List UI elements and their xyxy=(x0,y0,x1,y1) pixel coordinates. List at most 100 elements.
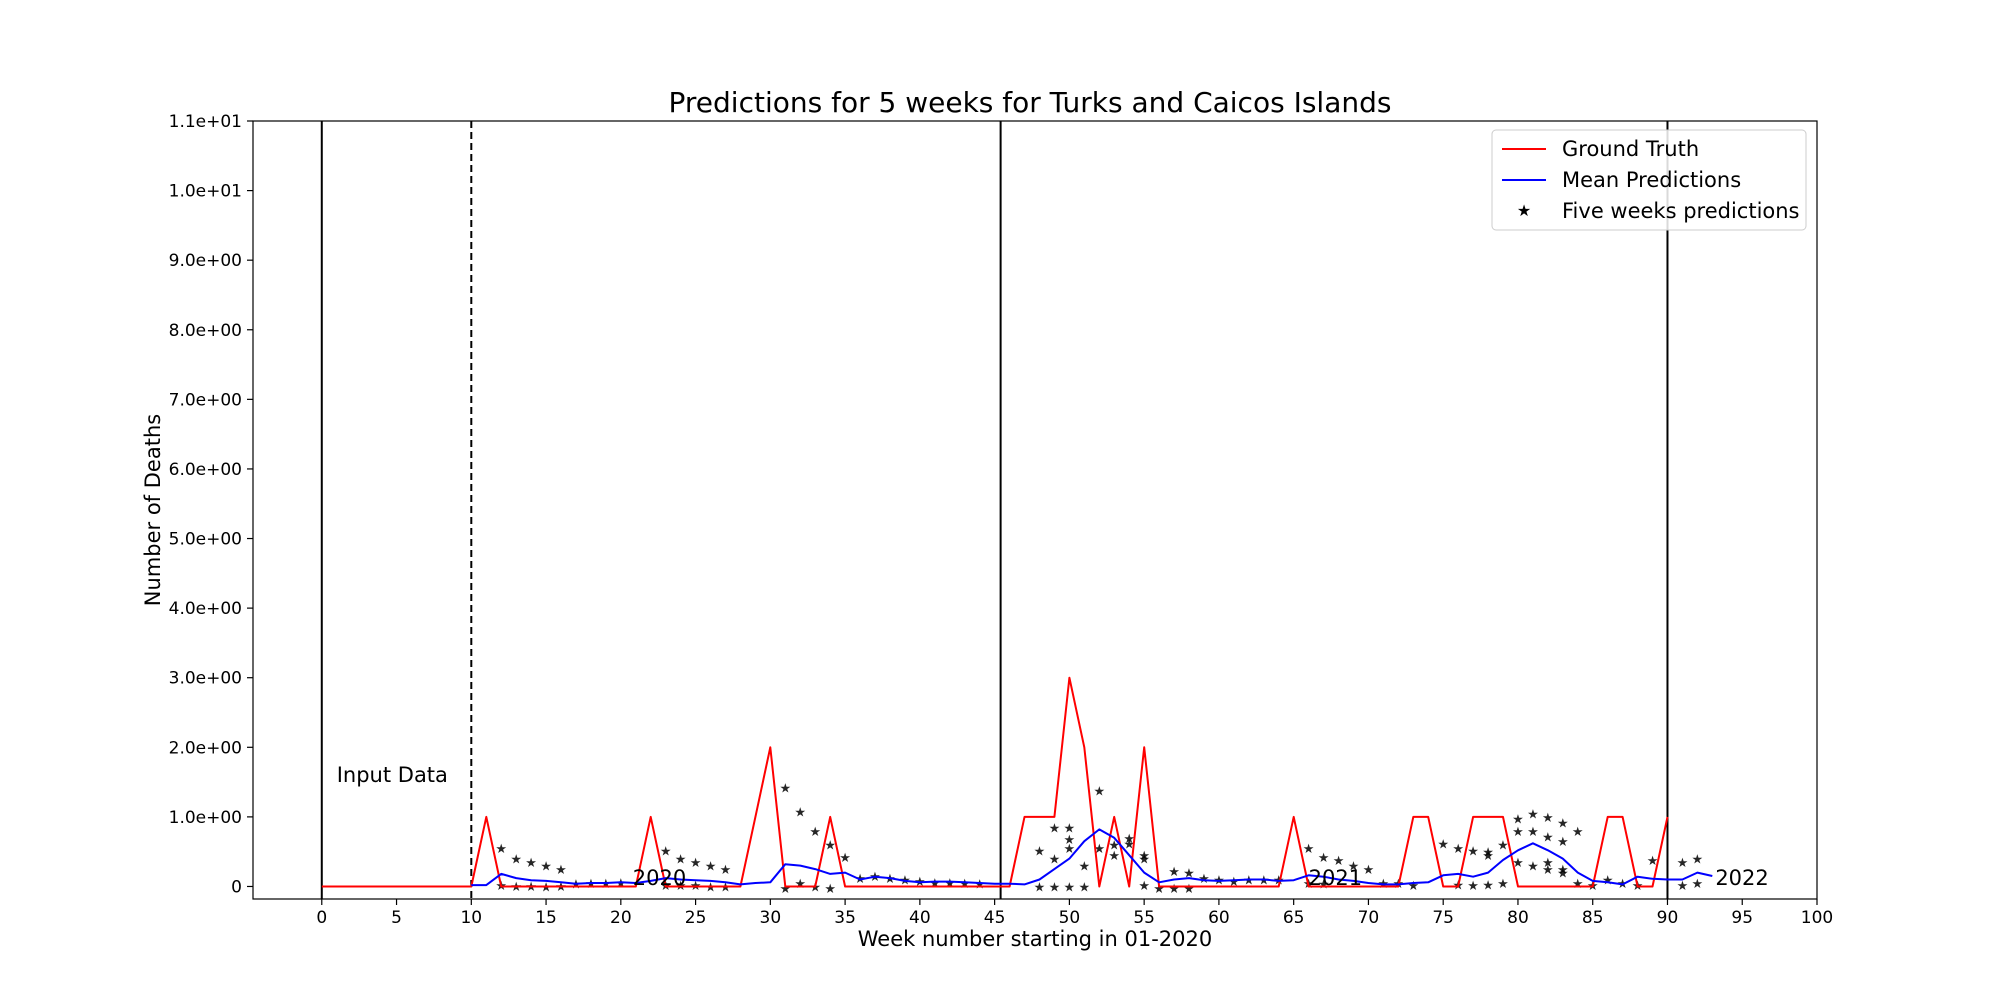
prediction-star-point: ★ xyxy=(779,782,791,797)
prediction-star-point: ★ xyxy=(660,844,672,859)
plot-frame xyxy=(252,120,1818,900)
x-tick-label: 45 xyxy=(984,908,1006,928)
y-tick-label: 1.0e+00 xyxy=(169,808,242,828)
prediction-star-point: ★ xyxy=(1093,784,1105,799)
prediction-star-point: ★ xyxy=(690,856,702,871)
prediction-star-point: ★ xyxy=(839,851,851,866)
y-axis-label: Number of Deaths xyxy=(141,414,165,606)
prediction-star-point: ★ xyxy=(1303,842,1315,857)
prediction-star-point: ★ xyxy=(1108,849,1120,864)
prediction-star-point: ★ xyxy=(1034,880,1046,895)
prediction-star-point: ★ xyxy=(1542,856,1554,871)
legend-five-weeks-star-icon: ★ xyxy=(1517,201,1531,220)
prediction-star-point: ★ xyxy=(1527,807,1539,822)
vertical-lines xyxy=(320,121,1669,899)
y-tick-label: 9.0e+00 xyxy=(169,251,242,271)
prediction-star-point: ★ xyxy=(1108,839,1120,854)
x-tick-label: 60 xyxy=(1208,908,1230,928)
prediction-star-point: ★ xyxy=(1183,882,1195,897)
prediction-star-point: ★ xyxy=(1064,880,1076,895)
prediction-star-point: ★ xyxy=(1049,880,1061,895)
prediction-star-point: ★ xyxy=(974,878,986,893)
annotation-label: Input Data xyxy=(337,763,448,787)
legend-box xyxy=(1491,129,1807,231)
prediction-star-point: ★ xyxy=(1079,860,1091,875)
y-tick-label: 4.0e+00 xyxy=(169,599,242,619)
prediction-star-point: ★ xyxy=(1542,830,1554,845)
prediction-star-point: ★ xyxy=(705,860,717,875)
prediction-star-point: ★ xyxy=(1527,860,1539,875)
prediction-star-point: ★ xyxy=(779,882,791,897)
prediction-star-point: ★ xyxy=(794,805,806,820)
prediction-star-point: ★ xyxy=(794,877,806,892)
x-tick-label: 95 xyxy=(1731,908,1753,928)
x-tick-label: 50 xyxy=(1059,908,1081,928)
legend-five-weeks-label: Five weeks predictions xyxy=(1562,199,1800,223)
prediction-star-point: ★ xyxy=(1049,853,1061,868)
prediction-star-point: ★ xyxy=(600,877,612,892)
prediction-star-point: ★ xyxy=(824,839,836,854)
prediction-star-point: ★ xyxy=(929,876,941,891)
x-tick-label: 10 xyxy=(460,908,482,928)
annotation-label: 2021 xyxy=(1309,866,1362,890)
prediction-star-point: ★ xyxy=(1602,874,1614,889)
prediction-star-point: ★ xyxy=(1318,851,1330,866)
prediction-star-point: ★ xyxy=(1692,877,1704,892)
ground-truth-line xyxy=(321,676,1669,888)
prediction-star-point: ★ xyxy=(1437,837,1449,852)
prediction-star-point: ★ xyxy=(1677,879,1689,894)
x-tick-label: 90 xyxy=(1657,908,1679,928)
prediction-star-point: ★ xyxy=(1692,853,1704,868)
y-tick-label: 6.0e+00 xyxy=(169,460,242,480)
prediction-star-point: ★ xyxy=(1064,821,1076,836)
prediction-star-point: ★ xyxy=(809,825,821,840)
x-tick-label: 40 xyxy=(909,908,931,928)
prediction-star-point: ★ xyxy=(1557,863,1569,878)
x-tick-label: 70 xyxy=(1358,908,1380,928)
prediction-star-point: ★ xyxy=(1243,874,1255,889)
chart-title: Predictions for 5 weeks for Turks and Ca… xyxy=(669,86,1392,119)
prediction-star-point: ★ xyxy=(1527,825,1539,840)
prediction-star-point: ★ xyxy=(540,880,552,895)
prediction-star-point: ★ xyxy=(1168,882,1180,897)
x-axis-label: Week number starting in 01-2020 xyxy=(858,927,1212,951)
prediction-star-point: ★ xyxy=(1333,854,1345,869)
prediction-star-point: ★ xyxy=(1153,882,1165,897)
x-tick-label: 30 xyxy=(760,908,782,928)
prediction-star-point: ★ xyxy=(1497,877,1509,892)
x-tick-label: 5 xyxy=(391,908,402,928)
prediction-star-point: ★ xyxy=(1168,865,1180,880)
y-tick-label: 2.0e+00 xyxy=(169,738,242,758)
prediction-star-point: ★ xyxy=(1407,879,1419,894)
prediction-star-point: ★ xyxy=(884,872,896,887)
x-tick-label: 55 xyxy=(1133,908,1155,928)
prediction-star-point: ★ xyxy=(1572,825,1584,840)
prediction-star-point: ★ xyxy=(1482,849,1494,864)
annotation-label: 2022 xyxy=(1715,866,1768,890)
prediction-star-point: ★ xyxy=(1138,879,1150,894)
x-tick-label: 80 xyxy=(1507,908,1529,928)
annotation-label: 2020 xyxy=(633,866,686,890)
prediction-star-point: ★ xyxy=(525,856,537,871)
prediction-star-point: ★ xyxy=(809,880,821,895)
prediction-star-point: ★ xyxy=(1542,863,1554,878)
legend-mean-predictions-label: Mean Predictions xyxy=(1562,168,1741,192)
legend: Ground Truth Mean Predictions ★ Five wee… xyxy=(1491,129,1807,231)
prediction-star-point: ★ xyxy=(1482,878,1494,893)
prediction-star-point: ★ xyxy=(1138,853,1150,868)
prediction-star-point: ★ xyxy=(1079,880,1091,895)
prediction-star-point: ★ xyxy=(1034,844,1046,859)
x-tick-label: 65 xyxy=(1283,908,1305,928)
prediction-star-point: ★ xyxy=(1557,816,1569,831)
prediction-star-point: ★ xyxy=(1123,837,1135,852)
prediction-star-point: ★ xyxy=(1183,867,1195,882)
prediction-star-point: ★ xyxy=(1258,874,1270,889)
prediction-star-point: ★ xyxy=(1467,844,1479,859)
x-axis-ticks: 0 5 10 15 20 25 30 35 40 45 50 55 60 65 70 75 80 85 90 95 10… xyxy=(316,899,1833,928)
prediction-star-point: ★ xyxy=(1512,825,1524,840)
y-axis-ticks: 0 1.0e+00 2.0e+00 3.0e+00 4.0e+00 5.0e+00 6.0e… xyxy=(169,112,253,897)
prediction-star-point: ★ xyxy=(1452,842,1464,857)
prediction-star-point: ★ xyxy=(705,880,717,895)
x-tick-label: 75 xyxy=(1432,908,1454,928)
